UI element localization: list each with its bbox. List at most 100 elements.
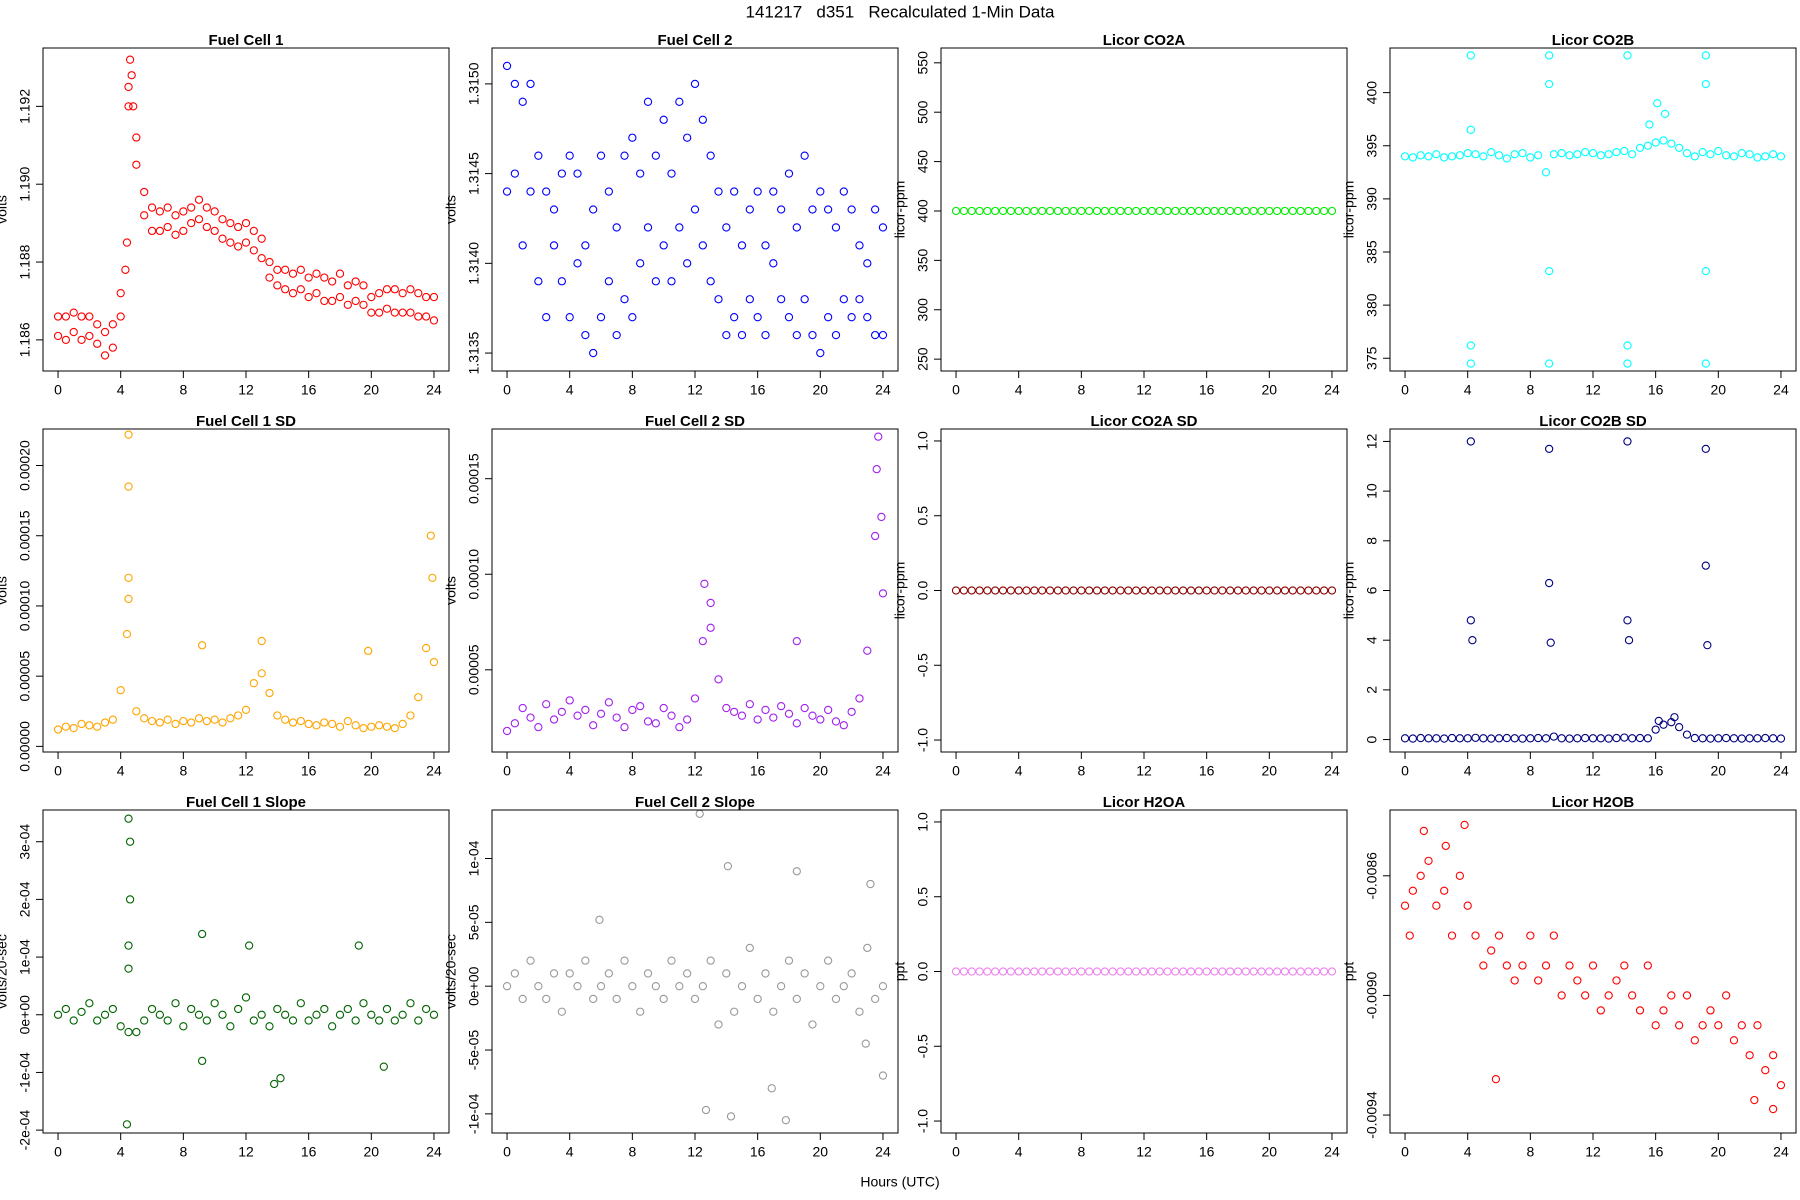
data-point — [866, 879, 875, 889]
data-point — [124, 430, 133, 439]
data-point — [870, 994, 880, 1004]
data-point — [518, 97, 527, 106]
data-point — [776, 295, 786, 304]
data-point — [683, 969, 692, 978]
data-point — [281, 715, 290, 724]
data-point — [1667, 991, 1676, 1000]
data-point — [1502, 961, 1512, 970]
data-point — [1265, 967, 1274, 976]
x-tick-label: 16 — [1648, 382, 1664, 398]
data-point — [792, 867, 801, 876]
data-point — [1526, 734, 1535, 743]
data-point — [140, 1016, 149, 1025]
data-point — [1466, 616, 1475, 625]
data-point — [975, 967, 984, 976]
data-point — [1623, 359, 1632, 368]
y-tick-label: 1.3135 — [466, 331, 482, 374]
data-point — [187, 203, 196, 212]
data-point — [1682, 730, 1692, 739]
data-point — [863, 646, 872, 655]
data-point — [1714, 1021, 1723, 1030]
data-point — [1194, 206, 1203, 216]
x-tick-label: 4 — [117, 382, 125, 398]
data-point — [1471, 733, 1480, 742]
data-point — [77, 719, 86, 729]
data-point — [343, 1004, 352, 1014]
data-point — [116, 289, 125, 298]
data-point — [69, 723, 78, 733]
data-point — [1116, 967, 1125, 976]
y-tick-label: 390 — [1364, 187, 1380, 211]
data-point — [1014, 206, 1023, 216]
data-point — [761, 330, 770, 340]
data-point — [565, 969, 574, 978]
panel-title: Licor CO2A — [1103, 32, 1186, 49]
plot-frame — [1389, 47, 1797, 372]
data-point — [1544, 79, 1554, 89]
data-point — [414, 1016, 423, 1025]
data-point — [241, 993, 251, 1002]
data-point — [1604, 150, 1613, 159]
y-tick-label: 1.190 — [17, 166, 33, 201]
data-point — [784, 169, 794, 178]
data-point — [1179, 206, 1188, 216]
x-tick-label: 4 — [1015, 382, 1023, 398]
data-point — [1319, 206, 1329, 216]
data-point — [1588, 734, 1598, 743]
data-point — [100, 327, 110, 337]
data-point — [690, 994, 700, 1004]
data-point — [367, 292, 376, 302]
data-point — [121, 265, 130, 274]
data-point — [991, 967, 1000, 976]
data-point — [1565, 734, 1574, 743]
y-tick-label: 1e-04 — [17, 939, 33, 975]
data-point — [249, 1016, 258, 1025]
data-point — [343, 300, 352, 309]
x-tick-label: 0 — [952, 763, 960, 779]
plot-frame — [491, 428, 899, 753]
data-point — [1620, 733, 1629, 742]
data-point — [398, 1010, 407, 1019]
data-point — [77, 335, 86, 345]
data-point — [839, 982, 848, 991]
x-tick-label: 4 — [1464, 1144, 1472, 1160]
data-point — [124, 814, 133, 823]
data-point — [526, 79, 535, 89]
data-point — [428, 573, 437, 583]
data-point — [1690, 152, 1699, 161]
data-point — [991, 206, 1000, 216]
data-point — [304, 273, 313, 282]
data-point — [1210, 206, 1219, 216]
data-point — [1124, 967, 1133, 976]
x-tick-label: 0 — [503, 382, 511, 398]
data-point — [839, 187, 848, 196]
data-point — [364, 646, 373, 656]
data-point — [808, 205, 817, 214]
data-point — [816, 348, 825, 358]
data-point — [218, 215, 227, 224]
panel-title: Licor CO2B — [1552, 32, 1635, 49]
data-point — [1635, 143, 1645, 153]
data-point — [870, 205, 880, 214]
y-tick-label: 1.192 — [17, 89, 33, 124]
x-tick-label: 20 — [364, 763, 380, 779]
data-point — [85, 312, 94, 321]
data-point — [1518, 149, 1527, 158]
data-point — [753, 187, 762, 196]
data-point — [604, 187, 614, 196]
data-point — [1750, 1095, 1759, 1105]
data-point — [171, 999, 180, 1008]
data-point — [390, 308, 399, 317]
data-point — [659, 241, 668, 250]
y-tick-label: 2e-04 — [17, 881, 33, 917]
panel: Licor CO2B licor-ppm 0 4 8 12 16 20 24 375 380 385 3… — [1341, 32, 1797, 398]
data-point — [800, 151, 809, 160]
data-point — [187, 718, 196, 727]
data-point — [163, 1016, 172, 1025]
data-point — [1455, 151, 1465, 160]
data-point — [1408, 886, 1418, 895]
data-point — [792, 994, 801, 1004]
x-tick-label: 24 — [1773, 763, 1789, 779]
data-point — [320, 1004, 329, 1014]
data-point — [1147, 586, 1156, 595]
